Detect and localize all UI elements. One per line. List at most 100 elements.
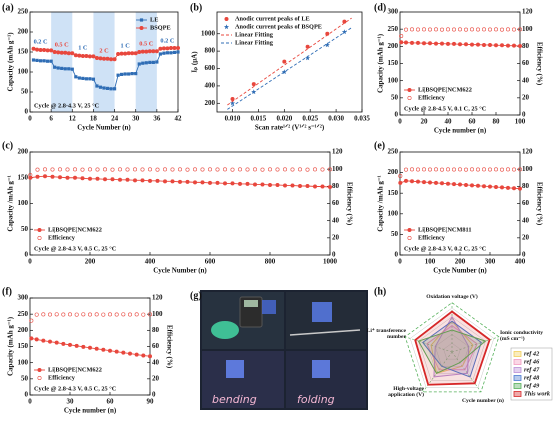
marker xyxy=(439,27,444,32)
marker xyxy=(37,228,42,233)
legend-label: ref 47 xyxy=(524,366,540,373)
y2-tick-label: 40 xyxy=(522,76,530,84)
marker xyxy=(481,184,486,189)
marker xyxy=(35,47,40,52)
marker xyxy=(165,51,170,55)
y-tick-label: 300 xyxy=(18,294,29,302)
x-tick-label: 36 xyxy=(153,115,161,123)
marker xyxy=(87,54,92,59)
x-tick-label: 800 xyxy=(265,258,276,266)
y2-axis-label: Efficiency (%) xyxy=(165,325,173,369)
marker xyxy=(101,347,106,352)
marker xyxy=(102,86,106,90)
marker xyxy=(457,182,462,187)
marker xyxy=(245,181,250,186)
rate-label: 0.2 C xyxy=(34,38,48,45)
marker xyxy=(433,180,438,185)
marker xyxy=(95,84,99,88)
photo-panel: (g) bending folding xyxy=(190,290,368,410)
radar-series xyxy=(417,329,487,375)
marker xyxy=(84,53,89,58)
marker xyxy=(35,174,40,179)
y-tick-label: 200 xyxy=(388,42,399,50)
marker xyxy=(260,167,265,172)
x-tick-label: 0 xyxy=(28,115,32,123)
x-tick-label: 30 xyxy=(67,398,75,406)
radar-spoke xyxy=(451,351,482,393)
y2-tick-label: 0 xyxy=(522,111,526,119)
marker xyxy=(463,167,468,172)
radar-ring xyxy=(443,342,461,360)
marker xyxy=(320,184,325,189)
marker xyxy=(81,312,86,317)
radar-outline xyxy=(404,302,500,393)
marker xyxy=(63,67,67,71)
marker xyxy=(65,167,70,172)
photo-caption: bending xyxy=(212,393,257,406)
marker xyxy=(409,27,414,32)
marker xyxy=(57,167,62,172)
radar-ring xyxy=(409,307,495,388)
marker xyxy=(81,76,85,80)
marker xyxy=(163,179,168,184)
panel-label: (f) xyxy=(2,286,12,297)
y-tick-label: 250 xyxy=(388,148,399,156)
marker xyxy=(172,45,177,50)
x-axis-label: Cycle number (n) xyxy=(64,407,117,415)
marker xyxy=(148,354,153,359)
marker xyxy=(162,51,166,55)
marker xyxy=(409,167,414,172)
marker xyxy=(493,185,498,190)
marker xyxy=(505,43,510,48)
marker xyxy=(108,312,113,317)
annotation: Cycle @ 2.8-4.3 V, 25 °C xyxy=(34,102,100,109)
marker xyxy=(469,27,474,32)
marker xyxy=(170,179,175,184)
legend-label: LE xyxy=(150,16,158,23)
radar-ring xyxy=(418,316,486,381)
marker xyxy=(290,183,295,188)
marker xyxy=(487,27,492,32)
x-tick-label: 0 xyxy=(398,118,402,126)
marker xyxy=(487,42,492,47)
x-tick-label: 0.010 xyxy=(225,115,241,123)
marker xyxy=(95,176,100,181)
y-tick-label: 200 xyxy=(18,326,29,334)
marker xyxy=(54,312,59,317)
marker xyxy=(34,312,39,317)
rate-label: 1 C xyxy=(121,43,131,50)
marker xyxy=(517,186,522,191)
marker xyxy=(469,42,474,47)
marker xyxy=(208,180,213,185)
x-tick-label: 24 xyxy=(111,115,119,123)
marker xyxy=(91,54,96,59)
marker xyxy=(74,312,79,317)
marker xyxy=(118,177,123,182)
x-tick-label: 300 xyxy=(485,258,496,266)
marker xyxy=(81,344,86,349)
marker xyxy=(193,180,198,185)
y-tick-label: 0 xyxy=(25,391,29,399)
x-tick-label: 1000 xyxy=(323,258,338,266)
marker xyxy=(505,185,510,190)
marker xyxy=(200,180,205,185)
marker xyxy=(50,174,55,179)
x-tick-label: 400 xyxy=(145,258,156,266)
marker xyxy=(260,182,265,187)
marker xyxy=(140,167,145,172)
marker xyxy=(176,50,180,54)
y-tick-label: 300 xyxy=(388,8,399,16)
y-tick-label: 100 xyxy=(18,358,29,366)
marker xyxy=(475,167,480,172)
marker xyxy=(120,72,124,76)
y2-axis-label: Efficiency (%) xyxy=(535,42,543,86)
y2-tick-label: 20 xyxy=(522,93,530,101)
marker xyxy=(451,182,456,187)
marker xyxy=(445,27,450,32)
marker xyxy=(101,312,106,317)
marker xyxy=(47,312,52,317)
marker xyxy=(433,41,438,46)
x-tick-label: 0 xyxy=(28,258,32,266)
marker xyxy=(88,345,93,350)
marker xyxy=(108,348,113,353)
